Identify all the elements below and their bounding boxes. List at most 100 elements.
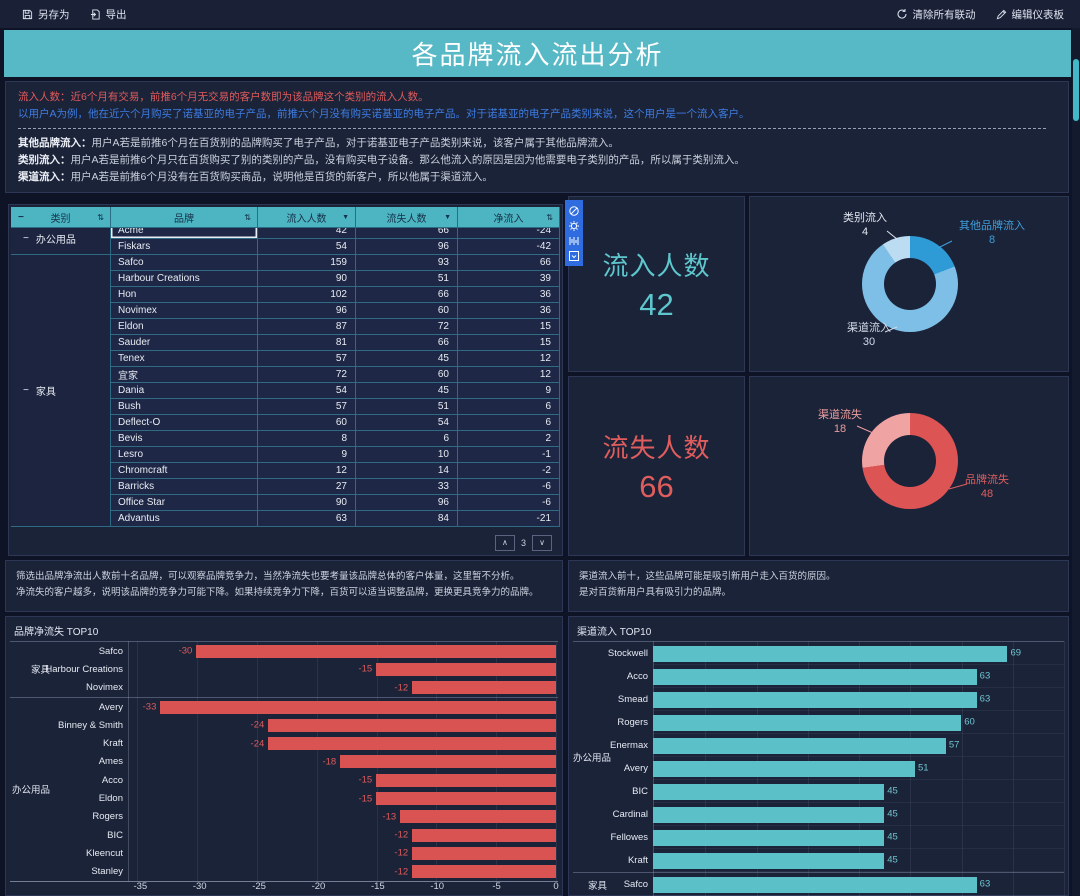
table-cell-value[interactable]: 96 bbox=[356, 495, 458, 511]
table-cell-value[interactable]: 66 bbox=[458, 255, 560, 271]
bar[interactable] bbox=[400, 810, 556, 824]
table-cell-value[interactable]: 45 bbox=[356, 383, 458, 399]
sort-icon[interactable]: ⇅ bbox=[97, 212, 104, 222]
bar[interactable] bbox=[196, 644, 556, 658]
table-cell-brand[interactable]: Novimex bbox=[111, 303, 258, 319]
table-cell-brand[interactable]: Safco bbox=[111, 255, 258, 271]
table-cell-value[interactable]: -42 bbox=[458, 239, 560, 255]
table-cell-value[interactable]: 57 bbox=[258, 399, 356, 415]
table-cell-value[interactable]: 14 bbox=[356, 463, 458, 479]
table-cell-brand[interactable]: Barricks bbox=[111, 479, 258, 495]
filter-icon[interactable]: ▼ bbox=[342, 213, 349, 221]
bar[interactable] bbox=[412, 828, 556, 842]
table-cell-value[interactable]: 2 bbox=[458, 431, 560, 447]
table-cell-value[interactable]: 54 bbox=[258, 383, 356, 399]
table-cell-brand[interactable]: Harbour Creations bbox=[111, 271, 258, 287]
bar[interactable] bbox=[376, 662, 556, 676]
collapse-group-icon[interactable]: − bbox=[23, 385, 29, 396]
outflow-donut-chart[interactable] bbox=[862, 413, 958, 509]
table-cell-value[interactable]: 9 bbox=[258, 447, 356, 463]
clear-linkage-button[interactable]: 清除所有联动 bbox=[886, 0, 986, 28]
export-button[interactable]: 导出 bbox=[80, 0, 137, 28]
kpi-inflow-card[interactable]: 流入人数 42 bbox=[568, 196, 745, 372]
table-cell-value[interactable]: 66 bbox=[356, 335, 458, 351]
sort-icon[interactable]: ⇅ bbox=[546, 212, 553, 222]
table-cell-value[interactable]: 27 bbox=[258, 479, 356, 495]
table-cell-value[interactable]: 45 bbox=[356, 351, 458, 367]
table-cell-value[interactable]: 72 bbox=[258, 367, 356, 383]
table-cell-value[interactable]: 6 bbox=[356, 431, 458, 447]
column-header-5[interactable]: 净流入 ⇅ bbox=[458, 207, 560, 228]
table-cell-value[interactable]: 90 bbox=[258, 495, 356, 511]
linkage-icon[interactable] bbox=[568, 205, 580, 217]
table-cell-brand[interactable]: Office Star bbox=[111, 495, 258, 511]
table-cell-value[interactable]: 66 bbox=[356, 287, 458, 303]
kpi-outflow-card[interactable]: 流失人数 66 bbox=[568, 376, 745, 556]
table-cell-brand[interactable]: Chromcraft bbox=[111, 463, 258, 479]
table-cell-value[interactable]: 51 bbox=[356, 271, 458, 287]
settings-gear-icon[interactable] bbox=[568, 220, 580, 232]
table-cell-value[interactable]: 60 bbox=[258, 415, 356, 431]
table-cell-value[interactable]: 60 bbox=[356, 367, 458, 383]
table-cell-value[interactable]: 96 bbox=[356, 239, 458, 255]
filter-icon[interactable]: ▼ bbox=[444, 213, 451, 221]
bar[interactable] bbox=[340, 755, 556, 769]
bar[interactable] bbox=[653, 645, 1008, 662]
bar[interactable] bbox=[160, 700, 556, 714]
bar[interactable] bbox=[268, 718, 556, 732]
save-as-button[interactable]: 另存为 bbox=[12, 0, 80, 28]
table-cell-brand[interactable]: Sauder bbox=[111, 335, 258, 351]
table-cell-category[interactable]: − 办公用品 bbox=[11, 223, 111, 255]
inflow-donut-chart[interactable] bbox=[862, 236, 958, 332]
table-cell-value[interactable]: 54 bbox=[258, 239, 356, 255]
page-scrollbar-thumb[interactable] bbox=[1073, 59, 1079, 121]
bar[interactable] bbox=[653, 760, 915, 777]
bar[interactable] bbox=[412, 846, 556, 860]
table-cell-value[interactable]: 54 bbox=[356, 415, 458, 431]
bar[interactable] bbox=[653, 691, 977, 708]
table-cell-value[interactable]: 84 bbox=[356, 511, 458, 527]
bar[interactable] bbox=[653, 783, 885, 800]
table-cell-value[interactable]: 90 bbox=[258, 271, 356, 287]
bar[interactable] bbox=[653, 852, 885, 869]
table-cell-value[interactable]: 93 bbox=[356, 255, 458, 271]
table-cell-brand[interactable]: Hon bbox=[111, 287, 258, 303]
bar[interactable] bbox=[653, 714, 962, 731]
table-cell-value[interactable]: 15 bbox=[458, 319, 560, 335]
table-cell-brand[interactable]: Advantus bbox=[111, 511, 258, 527]
table-cell-value[interactable]: 96 bbox=[258, 303, 356, 319]
table-cell-value[interactable]: 102 bbox=[258, 287, 356, 303]
table-cell-value[interactable]: 12 bbox=[258, 463, 356, 479]
collapse-all-icon[interactable]: − bbox=[18, 211, 24, 223]
table-cell-value[interactable]: 60 bbox=[356, 303, 458, 319]
table-cell-value[interactable]: 87 bbox=[258, 319, 356, 335]
table-cell-value[interactable]: 36 bbox=[458, 287, 560, 303]
table-cell-brand[interactable]: 宜家 bbox=[111, 367, 258, 383]
table-cell-value[interactable]: 6 bbox=[458, 399, 560, 415]
table-cell-value[interactable]: 63 bbox=[258, 511, 356, 527]
edit-dashboard-button[interactable]: 编辑仪表板 bbox=[986, 0, 1075, 28]
table-cell-value[interactable]: 81 bbox=[258, 335, 356, 351]
table-cell-brand[interactable]: Bush bbox=[111, 399, 258, 415]
bar[interactable] bbox=[412, 681, 556, 695]
table-cell-value[interactable]: 8 bbox=[258, 431, 356, 447]
table-cell-value[interactable]: 33 bbox=[356, 479, 458, 495]
bar[interactable] bbox=[653, 668, 977, 685]
table-cell-value[interactable]: -2 bbox=[458, 463, 560, 479]
bar[interactable] bbox=[376, 773, 556, 787]
table-cell-value[interactable]: 36 bbox=[458, 303, 560, 319]
column-header-1[interactable]: − 类别 ⇅ bbox=[11, 207, 111, 228]
sort-icon[interactable]: ⇅ bbox=[244, 212, 251, 222]
table-cell-category[interactable]: − 家具 bbox=[11, 255, 111, 527]
table-cell-brand[interactable]: Fiskars bbox=[111, 239, 258, 255]
bar[interactable] bbox=[653, 737, 946, 754]
table-cell-value[interactable]: 6 bbox=[458, 415, 560, 431]
table-cell-brand[interactable]: Eldon bbox=[111, 319, 258, 335]
table-cell-value[interactable]: 57 bbox=[258, 351, 356, 367]
table-cell-value[interactable]: -6 bbox=[458, 479, 560, 495]
column-header-3[interactable]: 流入人数 ▼ bbox=[258, 207, 356, 228]
export-widget-icon[interactable] bbox=[568, 250, 580, 262]
column-header-4[interactable]: 流失人数 ▼ bbox=[356, 207, 458, 228]
table-cell-value[interactable]: 12 bbox=[458, 351, 560, 367]
chart-type-icon[interactable] bbox=[568, 235, 580, 247]
